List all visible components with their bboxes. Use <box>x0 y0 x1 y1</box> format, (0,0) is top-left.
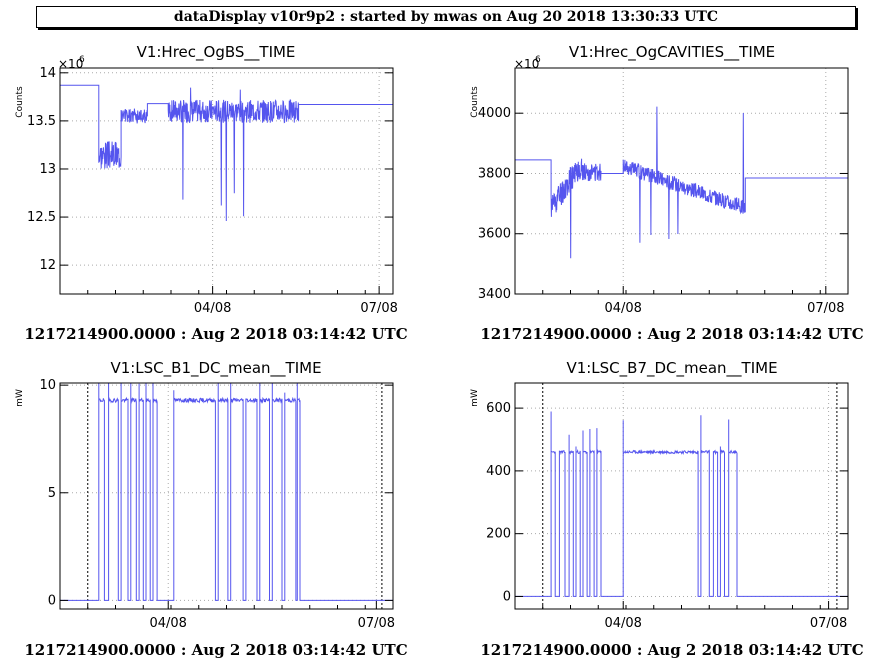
y-axis-label: mW <box>15 389 25 407</box>
chart-title: V1:Hrec_OgBS__TIME <box>137 43 296 62</box>
y-tick-label: 13.5 <box>27 114 56 129</box>
footer-timestamp: 1217214900.0000 : Aug 2 2018 03:14:42 UT… <box>24 325 407 343</box>
plot-axes: 0 200 400 600 04/08 07/08 <box>486 382 849 631</box>
header-title: dataDisplay v10r9p2 : started by mwas on… <box>173 9 719 25</box>
series-line <box>515 106 848 259</box>
chart-title: V1:LSC_B1_DC_mean__TIME <box>110 359 321 378</box>
chart-title: V1:LSC_B7_DC_mean__TIME <box>566 359 777 378</box>
y-tick-label: 4000 <box>478 106 511 121</box>
chart-title: V1:Hrec_OgCAVITIES__TIME <box>569 43 775 62</box>
y-tick-label: 0 <box>503 589 511 604</box>
footer-timestamp: 1217214900.0000 : Aug 2 2018 03:14:42 UT… <box>480 325 863 343</box>
exponent-power: 6 <box>535 55 541 65</box>
y-tick-label: 3600 <box>478 227 511 242</box>
x-tick-label: 07/08 <box>810 616 847 631</box>
y-tick-label: 10 <box>39 378 56 393</box>
y-axis-label: Counts <box>470 86 480 118</box>
y-tick-label: 5 <box>48 486 56 501</box>
series-line <box>60 84 393 222</box>
exponent-power: 6 <box>79 55 85 65</box>
plot-frame <box>59 382 394 610</box>
y-tick-label: 14 <box>39 66 56 81</box>
plot-axes: 3400 3600 3800 4000 04/08 07/08 <box>478 67 849 316</box>
x-tick-label: 04/08 <box>604 301 641 316</box>
x-tick-label: 07/08 <box>360 301 397 316</box>
y-tick-label: 0 <box>48 593 56 608</box>
x-tick-label: 04/08 <box>149 616 186 631</box>
footer-timestamp: 1217214900.0000 : Aug 2 2018 03:14:42 UT… <box>24 641 407 659</box>
y-axis-label: Counts <box>15 86 25 118</box>
y-tick-label: 12.5 <box>27 210 56 225</box>
y-tick-label: 12 <box>39 258 56 273</box>
x-tick-label: 04/08 <box>194 301 231 316</box>
y-tick-label: 3400 <box>478 287 511 302</box>
footer-timestamp: 1217214900.0000 : Aug 2 2018 03:14:42 UT… <box>480 641 863 659</box>
x-tick-label: 07/08 <box>807 301 844 316</box>
plot-panel-1: V1:Hrec_OgBS__TIME ×10 6 Counts 1212.513… <box>15 43 408 343</box>
y-tick-label: 200 <box>486 527 511 542</box>
x-tick-label: 07/08 <box>358 616 395 631</box>
y-tick-label: 600 <box>486 401 511 416</box>
plot-axes: 12 12.5 13 13.5 14 04/08 07/08 <box>27 66 398 316</box>
x-tick-label: 04/08 <box>604 616 641 631</box>
plot-panel-3: V1:LSC_B1_DC_mean__TIME mW 0 5 10 04/08 07/0… <box>15 359 408 659</box>
y-axis-label: mW <box>470 389 480 407</box>
series-line <box>515 411 848 597</box>
y-tick-label: 3800 <box>478 166 511 181</box>
series-line <box>60 383 393 601</box>
plot-axes: 0 5 10 04/08 07/08 <box>39 378 395 631</box>
display-header: dataDisplay v10r9p2 : started by mwas on… <box>36 6 856 28</box>
plot-panel-2: V1:Hrec_OgCAVITIES__TIME ×10 6 Counts 34… <box>470 43 864 343</box>
plot-panel-4: V1:LSC_B7_DC_mean__TIME mW 0 200 400 600 04/… <box>470 359 864 659</box>
y-tick-label: 13 <box>39 162 56 177</box>
y-tick-label: 400 <box>486 464 511 479</box>
